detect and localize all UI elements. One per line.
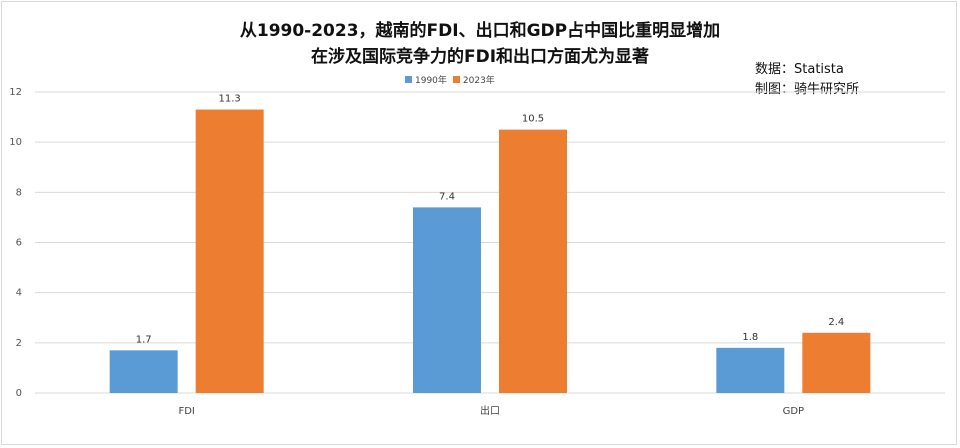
legend: 1990年 2023年 (405, 73, 495, 86)
bar (802, 332, 871, 393)
x-tick-label: 出口 (480, 404, 500, 417)
bar (413, 207, 481, 393)
x-tick-label: FDI (178, 406, 194, 417)
legend-swatch-2023 (452, 76, 460, 83)
legend-swatch-1990 (405, 76, 412, 83)
bar (716, 347, 785, 393)
legend-item-2023: 2023年 (452, 73, 495, 86)
x-tick-label: GDP (783, 406, 804, 417)
author-label: 制图：骑牛研究所 (755, 82, 860, 97)
y-tick-label: 0 (16, 388, 22, 399)
data-label: 2.4 (828, 317, 844, 328)
legend-label-1990: 1990年 (415, 76, 447, 86)
data-label: 11.3 (219, 94, 241, 105)
chart-subtitle: 在涉及国际竞争力的FDI和出口方面尤为显著 (310, 47, 650, 67)
bar (109, 350, 178, 393)
y-tick-label: 2 (16, 338, 22, 349)
data-label: 1.7 (136, 334, 152, 345)
y-tick-label: 6 (16, 238, 22, 249)
y-tick-label: 10 (9, 137, 22, 148)
y-tick-label: 4 (16, 288, 22, 299)
chart-title: 从1990-2023，越南的FDI、出口和GDP占中国比重明显增加 (239, 21, 721, 41)
y-tick-label: 8 (16, 187, 22, 198)
y-tick-label: 12 (9, 87, 22, 98)
legend-item-1990: 1990年 (405, 73, 447, 86)
legend-label-2023: 2023年 (462, 76, 495, 86)
bar (195, 109, 264, 393)
data-label: 1.8 (742, 332, 758, 343)
data-label: 10.5 (522, 114, 544, 125)
source-label: 数据：Statista (755, 62, 844, 77)
bar (499, 129, 567, 393)
data-label: 7.4 (439, 191, 455, 202)
